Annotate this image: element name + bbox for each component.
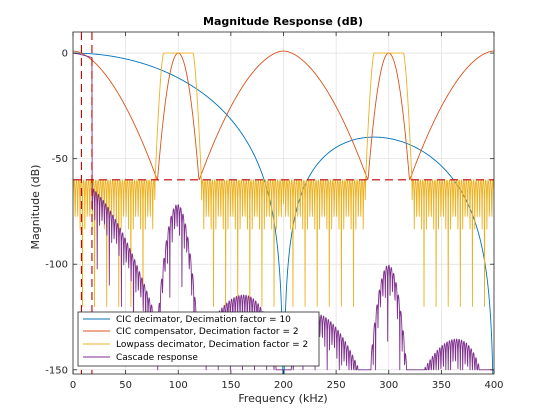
x-tick-label: 300 <box>379 380 398 391</box>
series-cascade-response <box>73 52 494 371</box>
x-tick-label: 400 <box>484 380 503 391</box>
series-cic-compensator <box>73 50 494 181</box>
legend: CIC decimator, Decimation factor = 10 CI… <box>77 311 320 367</box>
x-tick-label: 250 <box>327 380 346 391</box>
x-tick-label: 100 <box>169 380 188 391</box>
chart-title: Magnitude Response (dB) <box>203 15 363 28</box>
reference-lines <box>73 32 494 374</box>
legend-label-cic-compensator: CIC compensator, Decimation factor = 2 <box>116 327 299 337</box>
series-layer <box>73 50 494 374</box>
legend-label-cascade: Cascade response <box>116 353 198 363</box>
legend-label-cic-decimator: CIC decimator, Decimation factor = 10 <box>116 315 291 325</box>
x-tick-label: 350 <box>432 380 451 391</box>
x-tick-label: 150 <box>221 380 240 391</box>
y-tick-label: 0 <box>62 49 68 60</box>
y-tick-label: -50 <box>52 154 68 165</box>
axis-ticks: 0 50 100 150 200 250 300 350 400 0 -50 -100 -150 <box>45 32 504 391</box>
series-cic-decimator <box>73 52 494 374</box>
y-axis-label: Magnitude (dB) <box>29 165 42 250</box>
x-tick-label: 200 <box>274 380 293 391</box>
y-tick-label: -100 <box>45 260 68 271</box>
x-tick-label: 50 <box>119 380 132 391</box>
legend-label-lowpass-decimator: Lowpass decimator, Decimation factor = 2 <box>116 340 308 350</box>
legend-box <box>77 311 320 367</box>
series-lowpass-decimator <box>73 52 494 307</box>
x-axis-label: Frequency (kHz) <box>238 392 327 405</box>
x-tick-label: 0 <box>70 380 76 391</box>
y-tick-label: -150 <box>45 365 68 376</box>
